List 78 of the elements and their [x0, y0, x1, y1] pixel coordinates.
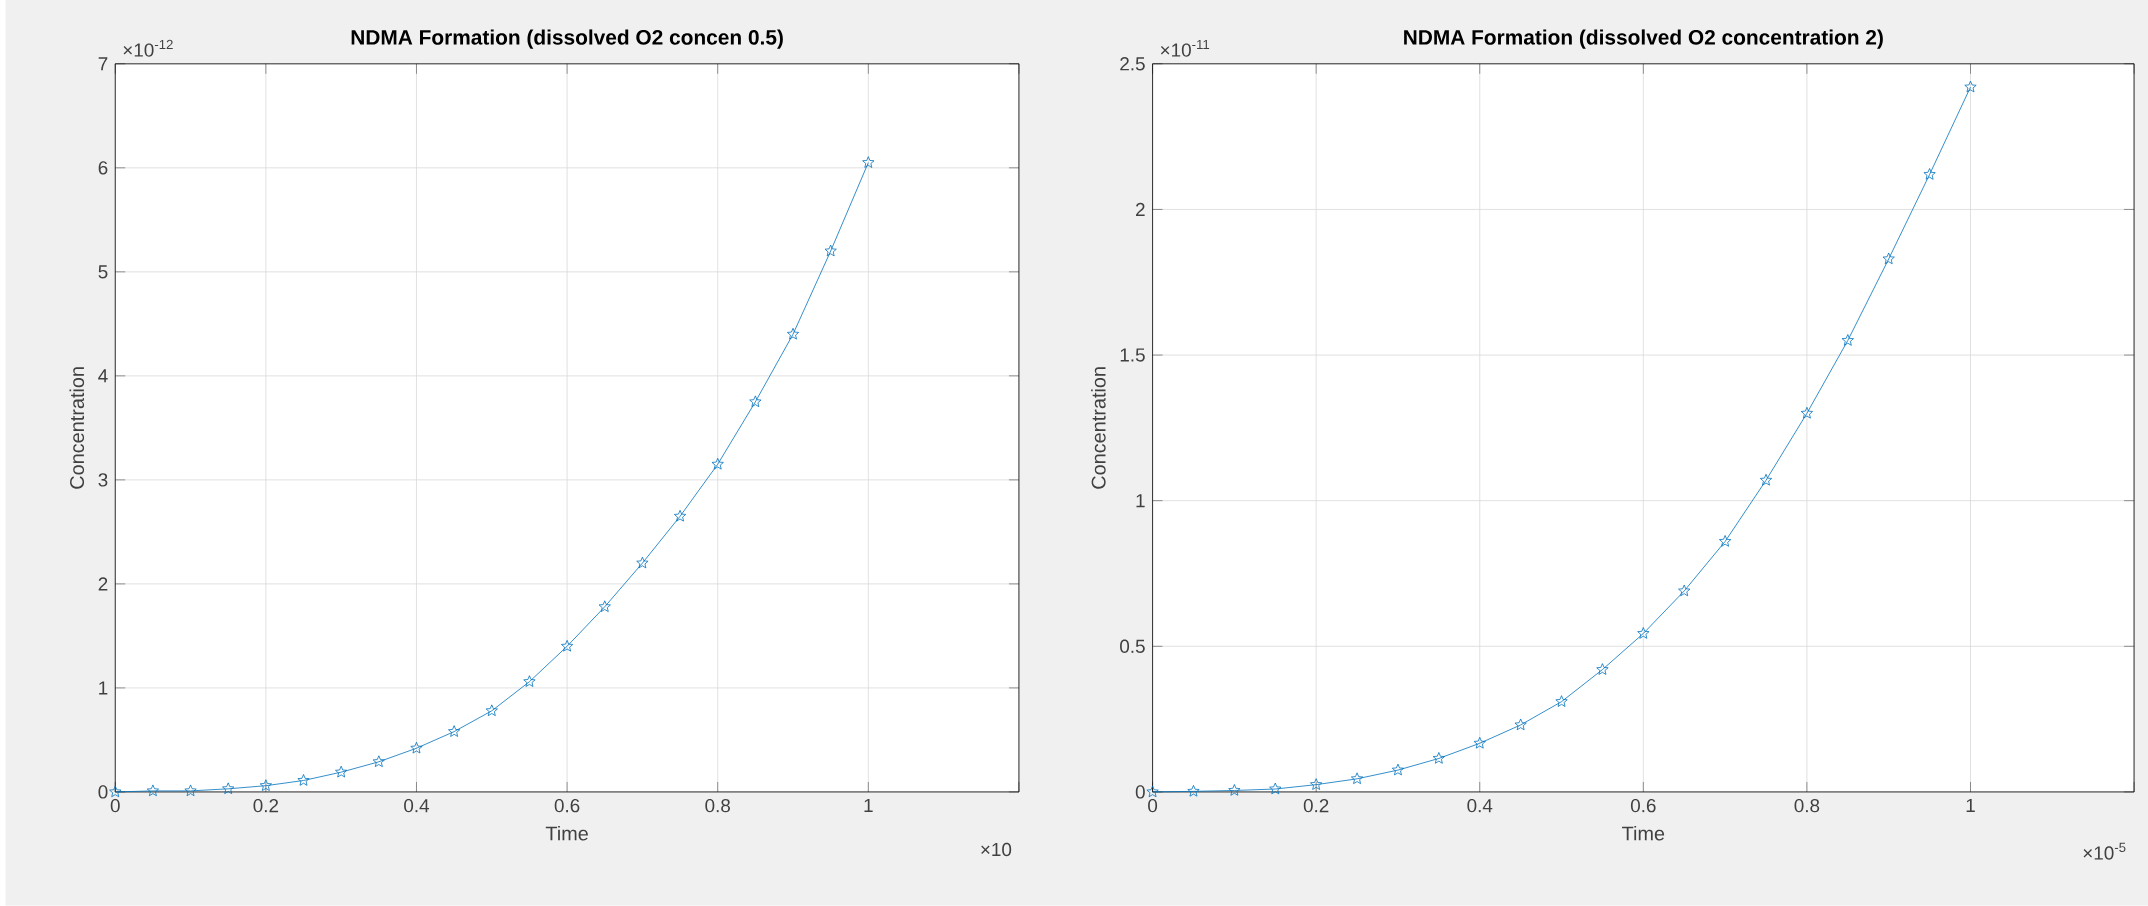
point	[1310, 778, 1323, 791]
x-axis-title: Time	[1622, 826, 1665, 841]
point	[1555, 695, 1568, 708]
point	[1269, 782, 1282, 795]
point	[711, 458, 724, 470]
x-tick-label: 0.2	[253, 799, 279, 813]
point	[1187, 785, 1200, 797]
point	[1514, 718, 1527, 731]
y-tick-label: 6	[98, 161, 108, 175]
y-tick-label: 5	[98, 265, 108, 279]
x-tick-label: 0.8	[705, 799, 731, 813]
point	[410, 742, 423, 754]
y-axis-title: Concentration	[1091, 367, 1106, 489]
text: ×10$^{-11}$	[1160, 40, 1210, 57]
x-tick-label: 0	[110, 799, 120, 813]
point	[1678, 584, 1691, 597]
point	[673, 510, 687, 522]
y-tick-label: 2	[1136, 203, 1145, 217]
x-tick-label: 1	[864, 799, 873, 813]
point	[184, 784, 197, 797]
x-tick-label: 0.4	[1467, 799, 1493, 813]
x-tick-label: 0.8	[1794, 799, 1820, 813]
text: ×10$^{-5}$	[2083, 843, 2126, 860]
point	[1228, 784, 1241, 796]
point	[259, 779, 272, 792]
x-tick-label: 0	[1148, 799, 1158, 813]
chart-title: NDMA Formation (dissolved O2 concen 0.5)	[351, 29, 783, 50]
y-tick-label: 0	[1135, 785, 1145, 799]
text: ×10	[981, 843, 1012, 857]
point	[372, 755, 385, 768]
point	[1637, 627, 1650, 639]
point	[1923, 168, 1936, 180]
point	[1882, 252, 1895, 265]
point	[1841, 334, 1854, 346]
y-axis-title: Concentration	[69, 367, 85, 489]
point	[1350, 772, 1364, 785]
point	[146, 784, 159, 797]
y-tick-label: 2	[98, 577, 108, 591]
x-tick-label: 0.6	[1630, 799, 1656, 813]
y-tick-label: 1.5	[1120, 348, 1145, 362]
x-tick-label: 0.4	[404, 799, 430, 813]
point	[1759, 474, 1773, 486]
point	[598, 600, 611, 613]
point	[335, 765, 348, 778]
y-tick-label: 1	[99, 681, 108, 695]
x-tick-label: 0.6	[554, 799, 580, 813]
point	[824, 244, 837, 257]
y-tick-label: 2.5	[1120, 57, 1145, 71]
point	[297, 774, 310, 786]
chart-title: NDMA Formation (dissolved O2 concentration 2)	[1404, 29, 1883, 50]
y-tick-label: 1	[1136, 494, 1145, 508]
point	[1596, 663, 1609, 676]
point	[1719, 535, 1732, 547]
y-tick-label: 3	[98, 473, 108, 487]
point	[523, 675, 536, 688]
point	[636, 556, 649, 569]
point	[1964, 80, 1977, 93]
point	[222, 782, 235, 795]
point	[749, 395, 762, 408]
text: ×10$^{-12}$	[123, 39, 173, 57]
point	[1432, 752, 1445, 764]
y-tick-label: 7	[98, 57, 108, 71]
point	[1391, 763, 1405, 776]
y-tick-label: 4	[98, 369, 108, 383]
y-tick-label: 0.5	[1120, 639, 1145, 654]
point	[786, 328, 800, 340]
point	[862, 156, 875, 169]
point	[1473, 737, 1486, 749]
x-axis-title: Time	[545, 826, 588, 841]
point	[1146, 785, 1159, 798]
point	[1800, 407, 1813, 419]
point	[561, 640, 574, 652]
x-tick-label: 1	[1966, 799, 1975, 813]
point	[448, 725, 461, 738]
point	[485, 704, 498, 717]
point	[109, 785, 122, 798]
x-tick-label: 0.2	[1303, 799, 1329, 813]
y-tick-label: 0	[98, 785, 108, 799]
